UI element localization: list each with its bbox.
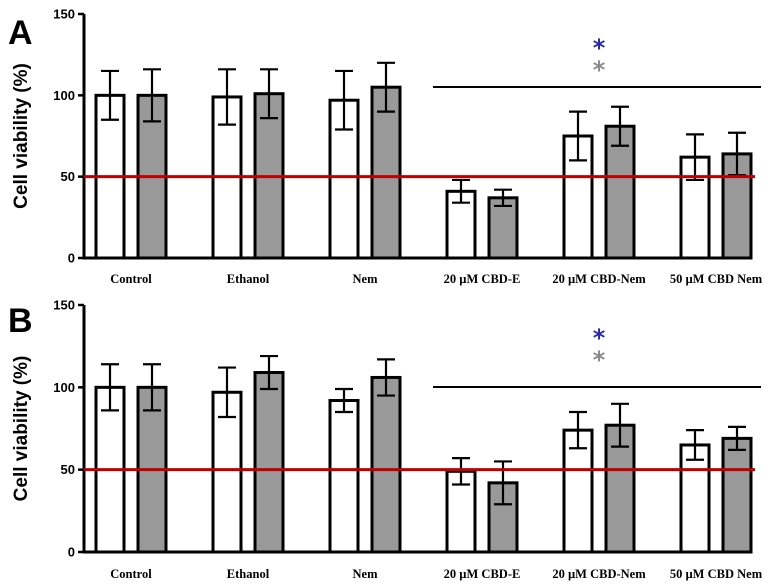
panel-b-y-tick-label: 100 xyxy=(53,380,75,395)
panel-a-significance-star: * xyxy=(593,56,606,84)
panel-a-y-tick-label: 0 xyxy=(68,251,75,266)
panel-b-x-tick-label: Nem xyxy=(353,567,379,581)
panel-b-y-axis-label: Cell viability (%) xyxy=(11,356,32,502)
panel-a-x-tick-label: 50 µM CBD Nem xyxy=(670,272,763,286)
panel-b-x-tick-label: Ethanol xyxy=(227,567,270,581)
panel-a-y-tick-label: 100 xyxy=(53,88,75,103)
bar xyxy=(211,390,243,554)
panel-a-y-tick-label: 50 xyxy=(61,169,75,184)
panel-a: A Cell viability (%) 0 50 100 150 Control Ethan… xyxy=(8,7,763,287)
panel-a-y-tick-label: 150 xyxy=(53,7,75,22)
panel-a-x-tick-label: Ethanol xyxy=(227,272,270,286)
panel-a-letter: A xyxy=(8,14,33,52)
panel-b-y-tick-label: 0 xyxy=(68,545,75,560)
bar xyxy=(370,375,402,554)
panel-b-x-tick-label: Control xyxy=(110,567,152,581)
bar xyxy=(370,85,402,260)
panel-b-y-tick-label: 150 xyxy=(53,298,75,313)
bar xyxy=(487,481,519,554)
panel-a-x-tick-label: 20 µM CBD-Nem xyxy=(552,272,646,286)
panel-b-significance-star: * xyxy=(593,346,606,374)
bar xyxy=(721,436,753,554)
panel-a-significance-star: * xyxy=(593,34,606,62)
panel-b-y-tick-label: 50 xyxy=(61,462,75,477)
panel-b-significance-star: * xyxy=(593,324,606,352)
panel-b: B Cell viability (%) 0 50 100 150 Control Ethan… xyxy=(8,298,763,582)
panel-a-x-tick-label: 20 µM CBD-E xyxy=(444,272,521,286)
panel-b-x-tick-label: 20 µM CBD-Nem xyxy=(552,567,646,581)
bar xyxy=(679,443,711,554)
panel-a-y-axis-label: Cell viability (%) xyxy=(11,63,32,209)
panel-b-x-tick-label: 20 µM CBD-E xyxy=(444,567,521,581)
panel-b-letter: B xyxy=(8,302,33,340)
panel-a-x-tick-label: Control xyxy=(110,272,152,286)
panel-b-x-tick-label: 50 µM CBD Nem xyxy=(670,567,763,581)
panel-b-bars xyxy=(94,354,753,554)
panel-a-bars xyxy=(94,61,753,260)
bar xyxy=(328,399,360,554)
bar xyxy=(253,371,285,554)
panel-a-x-tick-label: Nem xyxy=(353,272,379,286)
bar xyxy=(604,124,636,260)
